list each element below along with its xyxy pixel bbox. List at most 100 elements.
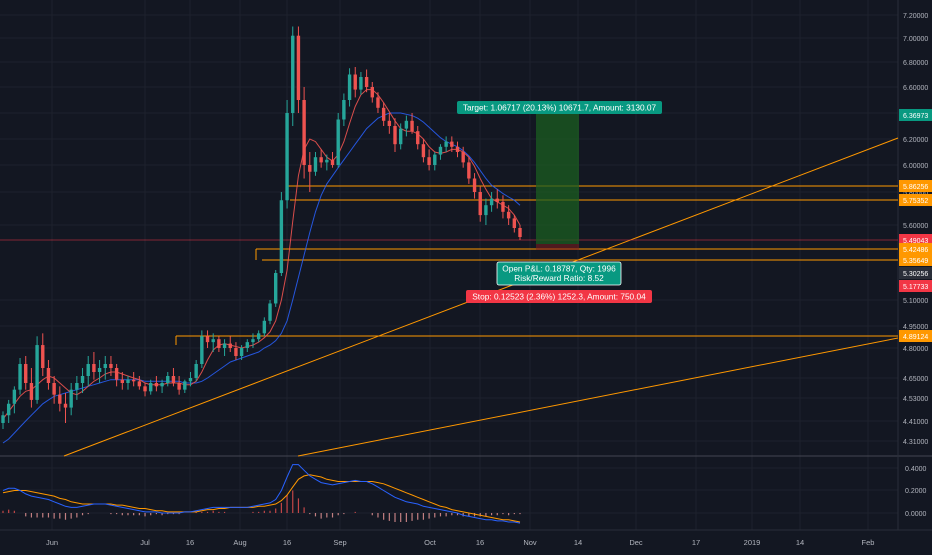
candle-body bbox=[256, 333, 261, 340]
candle-body bbox=[188, 378, 193, 382]
candle-body bbox=[427, 157, 431, 165]
candle-body bbox=[410, 120, 414, 132]
time-tick-label: 14 bbox=[574, 538, 582, 547]
time-tick-label: Aug bbox=[233, 538, 246, 547]
price-tick-label: 4.80000 bbox=[903, 346, 928, 353]
candle-body bbox=[302, 100, 306, 165]
candle-body bbox=[160, 383, 164, 387]
macd-line bbox=[2, 464, 521, 524]
time-tick-label: 16 bbox=[186, 538, 194, 547]
candle-body bbox=[35, 345, 39, 400]
candlestick-series bbox=[1, 26, 522, 429]
candle-body bbox=[251, 339, 255, 343]
macd-tick-label: 0.2000 bbox=[905, 488, 927, 495]
candle-body bbox=[308, 165, 312, 172]
candle-body bbox=[131, 379, 136, 382]
candle-body bbox=[381, 107, 386, 121]
price-tag bbox=[899, 109, 932, 121]
candle-body bbox=[478, 192, 482, 216]
candle-body bbox=[143, 386, 147, 392]
candle-body bbox=[262, 320, 267, 334]
price-tag-label: 6.36973 bbox=[903, 113, 928, 120]
candle-body bbox=[52, 383, 56, 395]
price-tag-label: 5.17733 bbox=[903, 284, 928, 291]
time-tick-label: Sep bbox=[333, 538, 346, 547]
candle-body bbox=[126, 379, 130, 383]
candle-body bbox=[404, 120, 409, 129]
candle-body bbox=[313, 157, 318, 172]
position-labels: Target: 1.06717 (20.13%) 10671.7, Amount… bbox=[457, 101, 662, 303]
candle-body bbox=[376, 97, 380, 108]
profit-zone bbox=[536, 113, 579, 244]
price-tag bbox=[899, 267, 932, 279]
candle-body bbox=[438, 146, 443, 155]
price-tag-label: 5.86256 bbox=[903, 184, 928, 191]
price-tag bbox=[899, 254, 932, 266]
target-label-box bbox=[457, 101, 662, 114]
candle-body bbox=[46, 368, 51, 383]
candle-body bbox=[24, 364, 28, 383]
candle-body bbox=[1, 415, 5, 423]
candle-body bbox=[120, 379, 125, 383]
candle-body bbox=[387, 120, 392, 126]
price-tick-label: 5.80000 bbox=[903, 190, 928, 197]
price-tick-label: 4.41000 bbox=[903, 419, 928, 426]
candle-body bbox=[279, 200, 284, 273]
time-tick-label: Feb bbox=[862, 538, 875, 547]
time-tick-label: Jun bbox=[46, 538, 58, 547]
position-zone bbox=[536, 113, 579, 250]
price-tick-label: 6.20000 bbox=[903, 137, 928, 144]
price-tag-label: 5.35649 bbox=[903, 258, 928, 265]
candle-body bbox=[484, 205, 488, 216]
candle-body bbox=[342, 100, 346, 120]
candle-body bbox=[319, 157, 323, 163]
price-tick-label: 4.53000 bbox=[903, 396, 928, 403]
candle-body bbox=[63, 403, 68, 408]
trend-line-lower bbox=[297, 337, 899, 457]
time-tick-label: Oct bbox=[424, 538, 437, 547]
macd-panel bbox=[2, 464, 521, 524]
price-tag bbox=[899, 194, 932, 206]
candle-body bbox=[103, 364, 107, 368]
candle-body bbox=[325, 159, 329, 163]
time-tick-label: 2019 bbox=[744, 538, 761, 547]
target-label: Target: 1.06717 (20.13%) 10671.7, Amount… bbox=[463, 103, 657, 113]
candle-body bbox=[228, 343, 232, 348]
time-tick-label: 16 bbox=[283, 538, 291, 547]
price-tick-label: 4.31000 bbox=[903, 439, 928, 446]
price-tick-label: 6.60000 bbox=[903, 85, 928, 92]
candle-body bbox=[370, 87, 374, 98]
price-tick-label: 6.00000 bbox=[903, 163, 928, 170]
candle-body bbox=[149, 383, 153, 392]
candle-body bbox=[506, 211, 511, 219]
price-axis: 7.200007.000006.800006.600006.400006.200… bbox=[899, 13, 932, 518]
candle-body bbox=[211, 339, 215, 343]
candle-body bbox=[154, 383, 159, 387]
price-tick-label: 5.60000 bbox=[903, 223, 928, 230]
macd-tick-label: 0.0000 bbox=[905, 511, 927, 518]
candle-body bbox=[222, 343, 227, 348]
price-tag bbox=[899, 280, 932, 292]
candle-body bbox=[6, 403, 11, 416]
candle-body bbox=[58, 394, 62, 404]
candle-body bbox=[80, 376, 85, 383]
moving-averages bbox=[2, 89, 521, 444]
candle-body bbox=[518, 228, 522, 237]
open-pl-label: Open P&L: 0.18787, Qty: 1996 bbox=[502, 264, 616, 274]
candle-body bbox=[137, 381, 142, 387]
candle-body bbox=[234, 348, 238, 356]
price-tick-label: 5.10000 bbox=[903, 298, 928, 305]
candle-body bbox=[41, 345, 45, 368]
open-pl-box bbox=[496, 261, 622, 286]
candle-body bbox=[92, 364, 96, 372]
candle-body bbox=[29, 383, 34, 400]
price-tick-label: 7.20000 bbox=[903, 13, 928, 20]
ma-fast-line bbox=[2, 89, 521, 420]
candle-body bbox=[450, 141, 454, 147]
candle-body bbox=[166, 376, 170, 383]
candle-body bbox=[421, 144, 426, 158]
price-tick-label: 4.95000 bbox=[903, 324, 928, 331]
candle-body bbox=[495, 198, 499, 202]
